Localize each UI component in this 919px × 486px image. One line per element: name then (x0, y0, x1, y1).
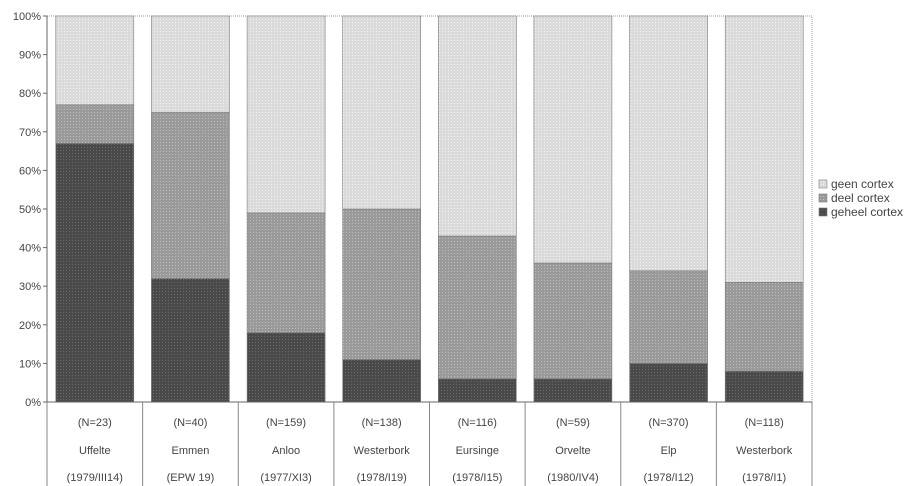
y-tick-label: 90% (19, 50, 41, 62)
category-label-line: (N=159) (266, 417, 306, 429)
plot-area (46, 15, 813, 403)
category-label-line: (N=118) (745, 417, 784, 429)
bar-segment-deel-cortex-2 (246, 212, 326, 333)
bar-segment-geen-cortex-6 (629, 15, 708, 272)
y-tick-label: 50% (19, 204, 41, 216)
y-tick-label: 80% (19, 88, 41, 100)
bar-segment-geen-cortex-5 (533, 15, 613, 264)
y-tick-label: 0% (25, 397, 41, 409)
category-label-line: (1978/I12) (643, 472, 693, 484)
category-label-line: (N=59) (556, 417, 590, 429)
category-label-line: (EPW 19) (167, 472, 215, 484)
category-label-line: Eursinge (456, 445, 499, 457)
x-axis-table: (N=23) Uffelte (1979/III14) (N=40) Emmen (EPW… (46, 401, 813, 486)
bar-segment-geheel-cortex-5 (533, 378, 613, 403)
y-tick-label: 10% (19, 358, 41, 370)
bar-segment-deel-cortex-7 (724, 281, 804, 372)
legend-entry-label: geen cortex (831, 177, 894, 191)
y-tick-label: 60% (19, 165, 41, 177)
bar-segment-geheel-cortex-0 (55, 143, 135, 403)
legend-entry-label: deel cortex (831, 191, 890, 205)
y-tick-label: 30% (19, 281, 41, 293)
category-label-line: Westerbork (736, 445, 793, 457)
category-label-line: (1978/I19) (357, 472, 407, 484)
bar-segment-deel-cortex-5 (533, 262, 613, 380)
bar-segment-geheel-cortex-2 (246, 332, 326, 403)
category-label-line: (N=40) (173, 417, 207, 429)
bar-segment-deel-cortex-0 (55, 104, 135, 144)
bar-segment-deel-cortex-1 (151, 112, 230, 279)
bar-segment-geheel-cortex-1 (151, 278, 230, 403)
bar-segment-geheel-cortex-3 (342, 359, 422, 403)
bar-segment-geen-cortex-1 (151, 15, 230, 113)
legend-swatch (818, 179, 828, 189)
y-tick-label: 100% (13, 11, 41, 23)
category-label-line: Emmen (171, 445, 209, 457)
category-label-line: Anloo (272, 445, 300, 457)
y-tick-label: 40% (19, 243, 41, 255)
bar-segment-geheel-cortex-4 (437, 378, 517, 403)
bar-segment-geen-cortex-4 (437, 15, 517, 237)
bar-segment-geen-cortex-0 (55, 15, 135, 106)
bar-segment-geen-cortex-3 (342, 15, 422, 210)
category-label-line: (N=370) (649, 417, 689, 429)
category-label-line: Uffelte (79, 445, 111, 457)
category-label-line: (N=23) (78, 417, 112, 429)
category-label-line: Orvelte (555, 445, 590, 457)
legend-swatch (818, 193, 828, 203)
y-tick-label: 20% (19, 320, 41, 332)
bar-segment-geheel-cortex-6 (629, 363, 708, 403)
category-label-line: (1980/IV4) (547, 472, 598, 484)
bar-segment-deel-cortex-3 (342, 208, 422, 360)
category-label-line: (N=138) (362, 417, 402, 429)
y-tick-label: 70% (19, 127, 41, 139)
bar-segment-deel-cortex-4 (437, 235, 517, 380)
legend-entry-label: geheel cortex (831, 205, 903, 219)
category-label-line: (N=116) (458, 417, 497, 429)
legend-swatch (818, 207, 828, 217)
bar-segment-geen-cortex-2 (246, 15, 326, 214)
bar-segment-geen-cortex-7 (724, 15, 804, 283)
y-axis: 0% 10% 20% 30% 40% 50% 60% 70% 80% 90% 100% (13, 11, 48, 409)
bar-segment-geheel-cortex-7 (724, 370, 804, 403)
bar-segment-deel-cortex-6 (629, 270, 708, 364)
category-label-line: (1978/I1) (742, 472, 786, 484)
category-label-line: (1977/XI3) (260, 472, 311, 484)
category-label-line: (1979/III14) (67, 472, 123, 484)
category-label-line: Elp (661, 445, 677, 457)
category-label-line: Westerbork (354, 445, 411, 457)
category-label-line: (1978/I15) (452, 472, 502, 484)
